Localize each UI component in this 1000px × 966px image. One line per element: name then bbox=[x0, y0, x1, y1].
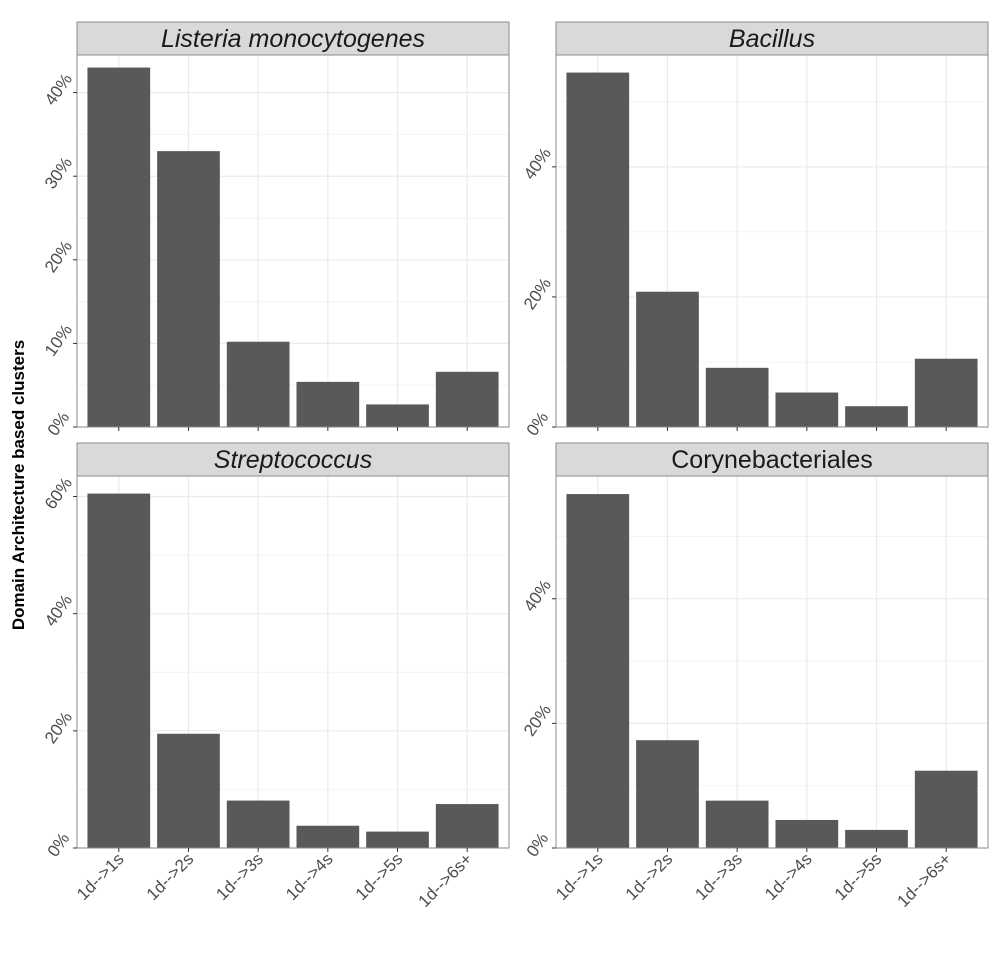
bar-1d-->6s+ bbox=[435, 371, 499, 427]
y-tick-label: 40% bbox=[41, 591, 76, 630]
y-tick-label: 0% bbox=[44, 408, 74, 439]
y-tick-label: 0% bbox=[523, 829, 553, 860]
panels-layer: Listeria monocytogenes0%10%20%30%40%Baci… bbox=[41, 21, 989, 911]
y-tick-label: 0% bbox=[44, 829, 74, 860]
y-tick-label: 40% bbox=[520, 576, 555, 615]
facet-title: Listeria monocytogenes bbox=[161, 25, 425, 53]
x-tick-label: 1d-->4s bbox=[282, 849, 337, 904]
y-tick-label: 20% bbox=[41, 237, 76, 276]
facet-title: Bacillus bbox=[729, 25, 815, 53]
bar-1d-->1s bbox=[566, 72, 630, 427]
bar-1d-->4s bbox=[775, 819, 839, 848]
y-tick-label: 20% bbox=[41, 708, 76, 747]
bar-1d-->3s bbox=[226, 341, 290, 427]
bar-1d-->6s+ bbox=[914, 770, 978, 848]
x-tick-label: 1d-->6s+ bbox=[414, 849, 476, 911]
panel-4: Corynebacteriales 0% 20% 40% 1d-->1s 1d-->2s 1… bbox=[520, 442, 989, 911]
facet-strip bbox=[76, 442, 510, 477]
x-tick-label: 1d-->5s bbox=[831, 849, 886, 904]
bar-1d-->5s bbox=[845, 406, 908, 427]
x-tick-label: 1d-->2s bbox=[622, 849, 677, 904]
panel-border bbox=[555, 54, 989, 428]
y-tick-label: 40% bbox=[41, 70, 76, 109]
bar-1d-->2s bbox=[157, 733, 220, 848]
y-tick-label: 10% bbox=[41, 321, 76, 360]
y-tick-label: 0% bbox=[523, 408, 553, 439]
panel-3: Streptococcus 0% 20% 40% 60% 1d-->1s 1d-->2s 1d… bbox=[41, 442, 510, 911]
x-tick-label: 1d-->1s bbox=[73, 849, 128, 904]
y-tick-label: 20% bbox=[520, 701, 555, 740]
bar-1d-->4s bbox=[296, 825, 360, 848]
bar-1d-->5s bbox=[366, 404, 429, 427]
bar-1d-->3s bbox=[226, 800, 290, 848]
bar-1d-->3s bbox=[705, 800, 769, 848]
x-tick-label: 1d-->4s bbox=[761, 849, 816, 904]
bar-1d-->1s bbox=[87, 67, 151, 427]
y-tick-label: 30% bbox=[41, 154, 76, 193]
x-tick-label: 1d-->2s bbox=[143, 849, 198, 904]
bar-1d-->5s bbox=[366, 831, 429, 848]
facet-strip bbox=[76, 21, 510, 56]
bar-1d-->4s bbox=[775, 392, 839, 427]
bar-1d-->1s bbox=[566, 494, 630, 848]
bar-1d-->6s+ bbox=[914, 358, 978, 427]
panel-1: Listeria monocytogenes 0% 10% 20% 30% 40% bbox=[41, 21, 510, 439]
bar-1d-->3s bbox=[705, 367, 769, 427]
bar-1d-->2s bbox=[636, 740, 699, 848]
bar-1d-->2s bbox=[636, 291, 699, 427]
x-tick-label: 1d-->3s bbox=[212, 849, 267, 904]
facet-title: Corynebacteriales bbox=[671, 446, 873, 474]
panel-border bbox=[76, 475, 510, 849]
y-axis-label: Domain Architecture based clusters bbox=[9, 340, 28, 630]
bar-1d-->2s bbox=[157, 151, 220, 427]
bar-1d-->4s bbox=[296, 381, 360, 427]
panel-border bbox=[555, 475, 989, 849]
x-tick-label: 1d-->5s bbox=[352, 849, 407, 904]
panel-border bbox=[76, 54, 510, 428]
y-tick-label: 40% bbox=[520, 144, 555, 183]
bar-1d-->1s bbox=[87, 493, 151, 848]
bar-1d-->5s bbox=[845, 829, 908, 848]
x-tick-label: 1d-->3s bbox=[691, 849, 746, 904]
facet-strip bbox=[555, 442, 989, 477]
facet-title: Streptococcus bbox=[214, 446, 372, 474]
bar-1d-->6s+ bbox=[435, 804, 499, 848]
y-tick-label: 60% bbox=[41, 474, 76, 513]
x-tick-label: 1d-->1s bbox=[552, 849, 607, 904]
x-tick-label: 1d-->6s+ bbox=[893, 849, 955, 911]
y-tick-label: 20% bbox=[520, 274, 555, 313]
panel-2: Bacillus 0% 20% 40% bbox=[520, 21, 989, 439]
